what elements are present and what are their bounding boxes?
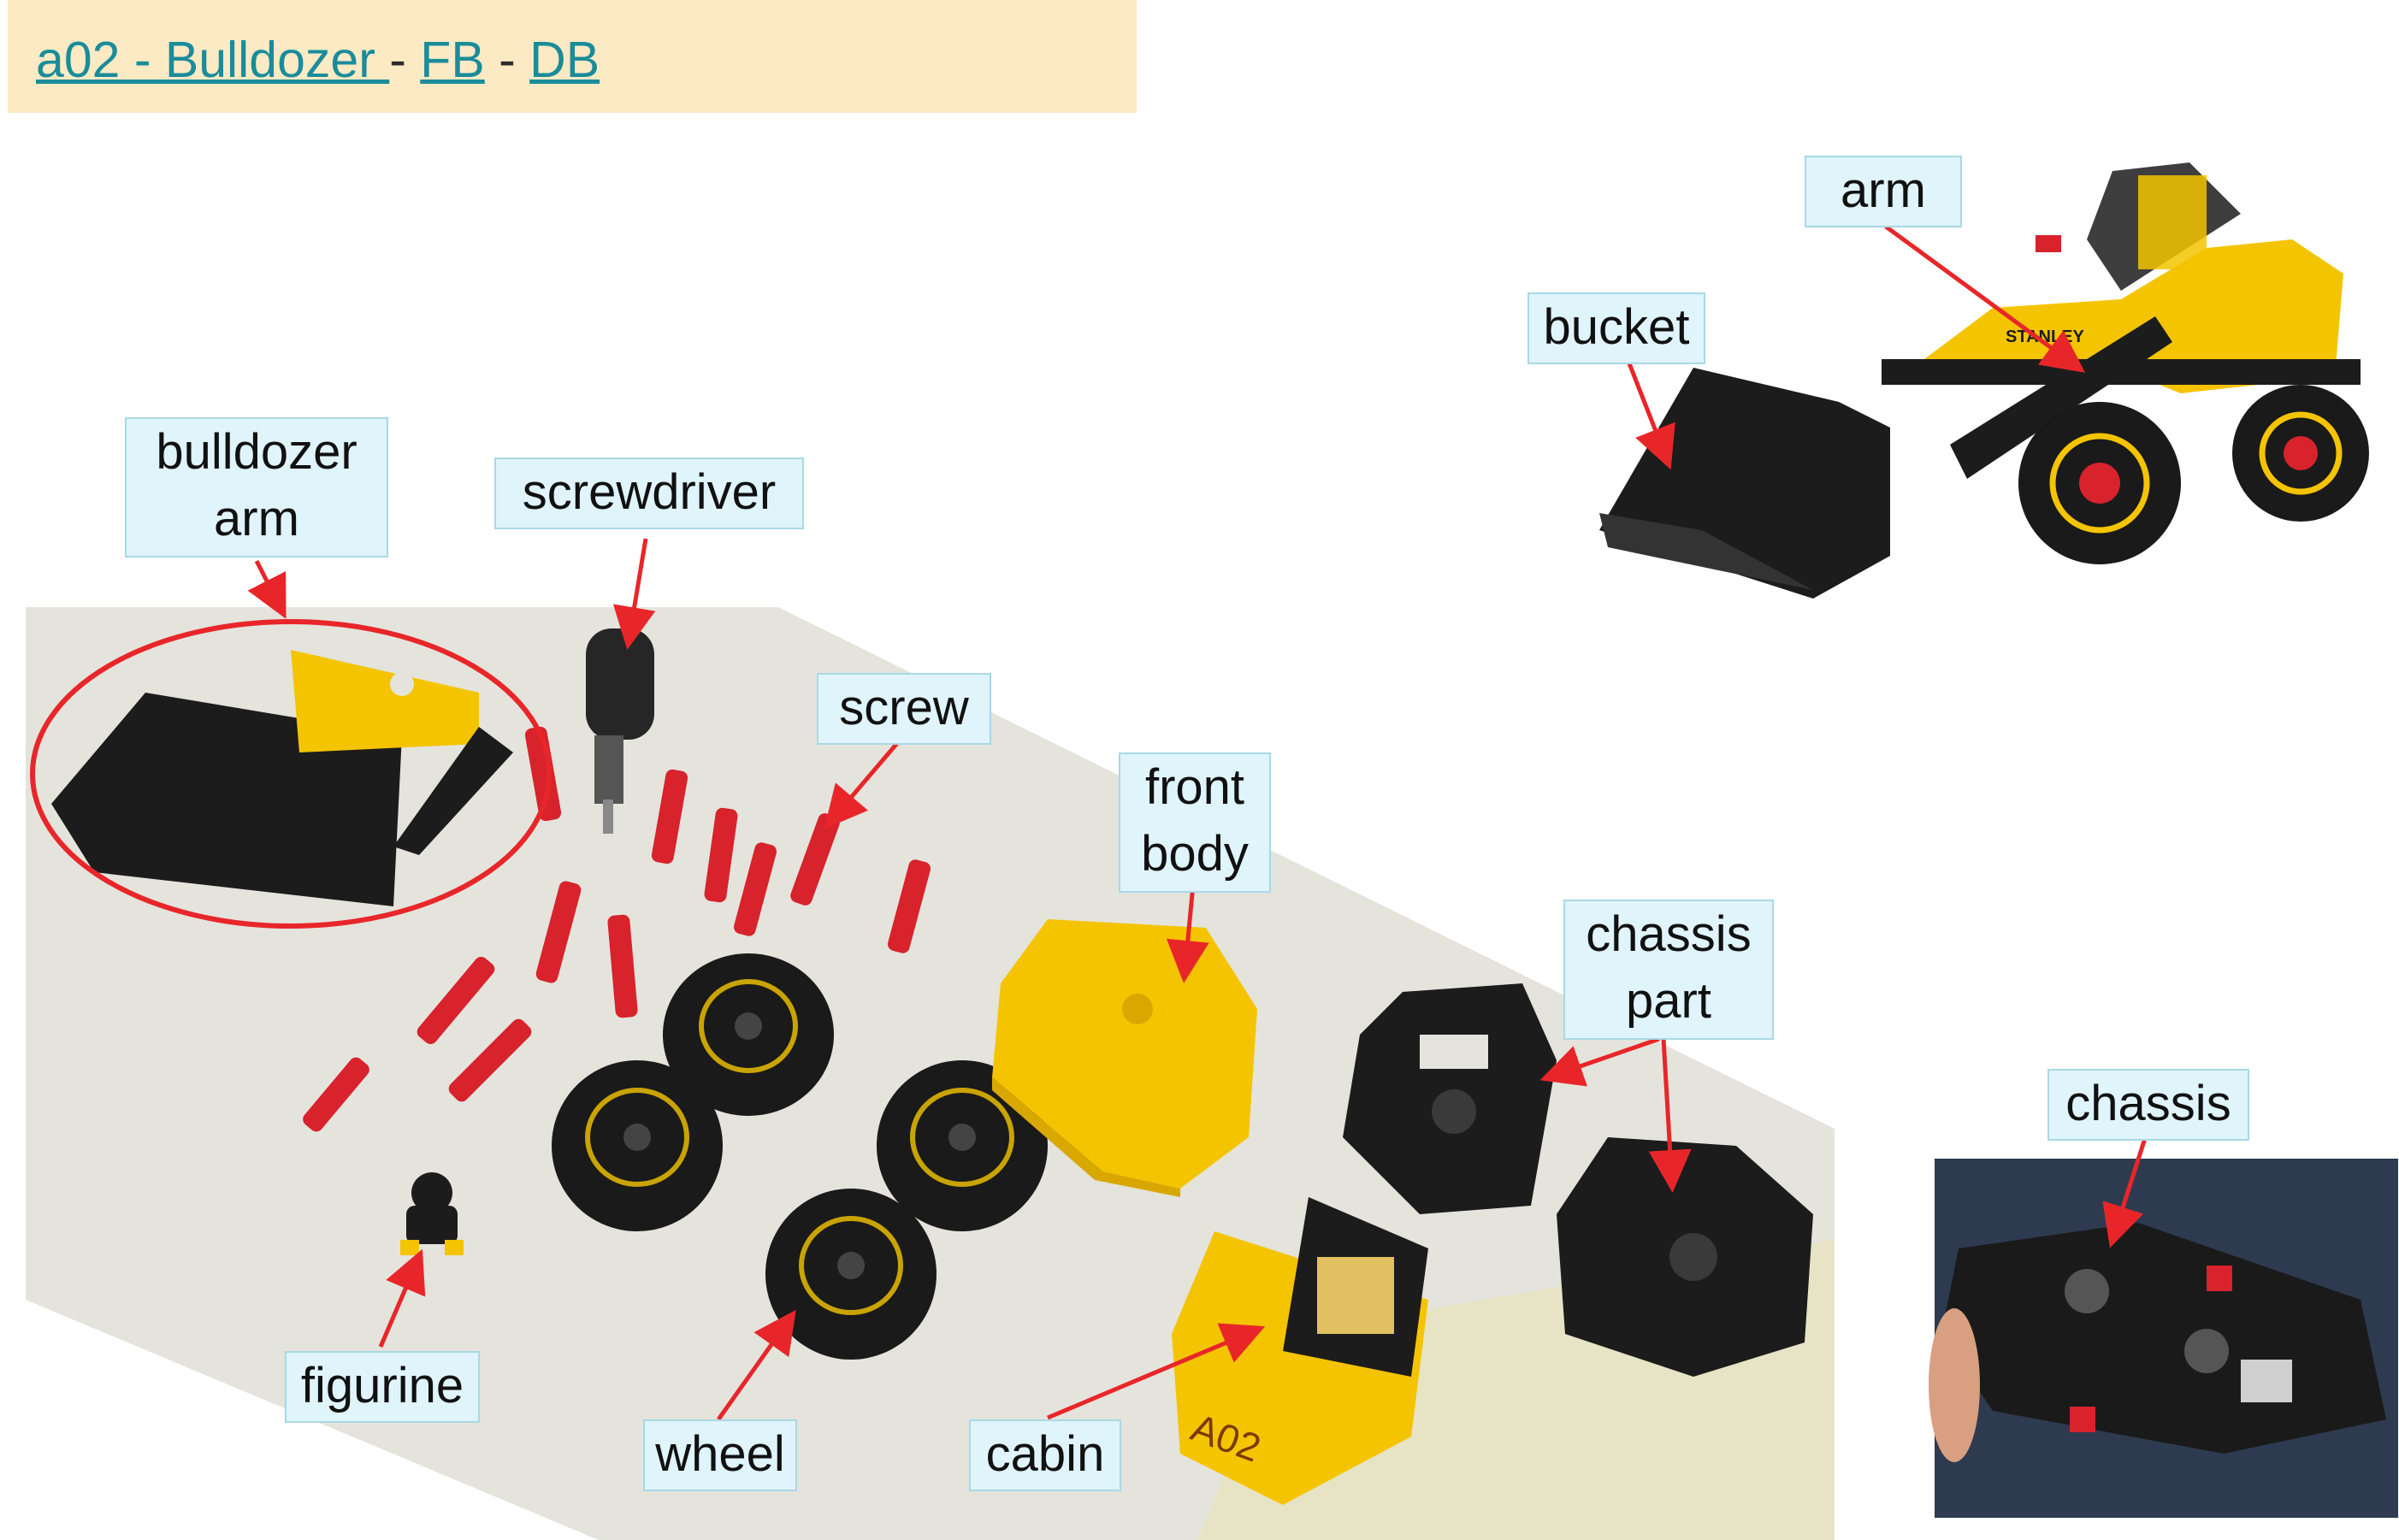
label-chassis-part: chassis part — [1563, 900, 1774, 1040]
chassis-photo — [1929, 1159, 2398, 1518]
label-chassis: chassis — [2047, 1069, 2249, 1141]
bulldozer-arm-highlight — [30, 619, 552, 929]
label-line: chassis — [1586, 906, 1752, 962]
label-line: part — [1626, 973, 1711, 1029]
label-screwdriver: screwdriver — [494, 457, 804, 529]
title-link[interactable]: a02 - Bulldozer — [36, 32, 390, 88]
screwdriver-part — [586, 628, 654, 834]
label-line: arm — [214, 491, 299, 546]
bulldozer-arm-part — [51, 650, 513, 906]
header-bar — [8, 0, 1137, 113]
label-front-body: front body — [1119, 752, 1271, 893]
label-line: body — [1141, 826, 1249, 882]
chassis-part-1 — [1343, 983, 1557, 1214]
screws — [303, 726, 931, 1132]
label-arm: arm — [1805, 156, 1962, 227]
label-cabin: cabin — [969, 1419, 1121, 1491]
fb-link[interactable]: FB — [420, 32, 485, 88]
separator: - — [484, 32, 530, 88]
label-bulldozer-arm: bulldozer arm — [125, 417, 388, 558]
arrows — [247, 224, 2149, 1421]
label-line: front — [1144, 759, 1245, 815]
db-link[interactable]: DB — [529, 32, 600, 88]
label-bucket: bucket — [1527, 292, 1705, 364]
label-figurine: figurine — [285, 1351, 480, 1423]
label-wheel: wheel — [643, 1419, 797, 1491]
label-screw: screw — [817, 673, 991, 745]
parts-photo: A02 — [26, 607, 1835, 1540]
page-title: a02 - Bulldozer - FB - DB — [36, 31, 600, 89]
front-body-part — [992, 919, 1257, 1197]
cabin-part: A02 — [1172, 1197, 1428, 1505]
assembled-toy-photo: STANLEY — [1599, 162, 2369, 599]
wheels — [552, 953, 1048, 1360]
label-line: bulldozer — [156, 424, 357, 480]
chassis-part-2 — [1557, 1137, 1813, 1377]
separator: - — [389, 32, 421, 88]
figurine-part — [400, 1172, 464, 1255]
